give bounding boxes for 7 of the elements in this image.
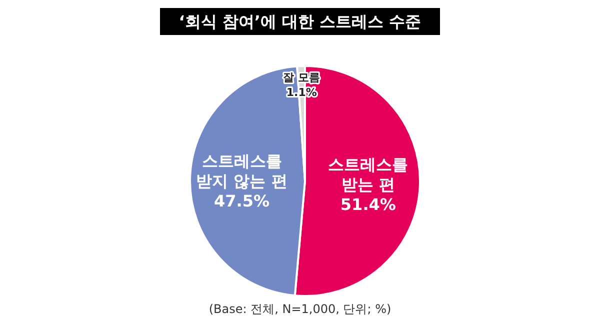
text: (Base: 전체, N=1,000, 단위; %)	[208, 301, 392, 318]
data-label: 47.5%	[214, 190, 270, 210]
chart-title: ‘회식 참여’에 대한 스트레스 수준	[160, 8, 440, 35]
data-label: 1.1%	[286, 85, 317, 98]
slice-label: 스트레스를 받지 않는 편	[196, 150, 288, 190]
data-label: 51.4%	[340, 194, 396, 214]
slice-label: 스트레스를 받는 편	[328, 154, 408, 194]
